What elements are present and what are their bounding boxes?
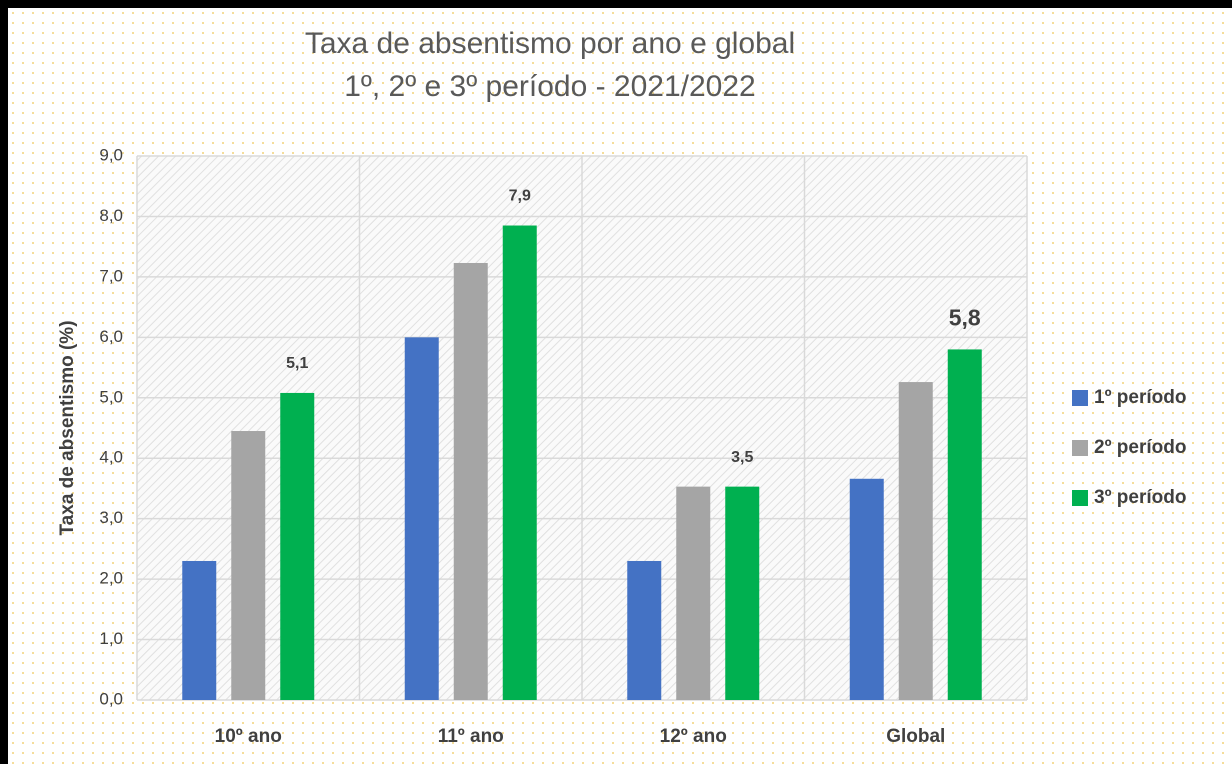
y-tick-label: 7,0 bbox=[99, 266, 123, 285]
bar bbox=[453, 262, 488, 700]
y-axis-label: Taxa de absentismo (%) bbox=[57, 320, 78, 535]
legend-label: 1º período bbox=[1094, 387, 1186, 408]
x-tick-label: 11º ano bbox=[438, 726, 504, 747]
bar bbox=[947, 349, 982, 700]
y-tick-label: 0,0 bbox=[99, 689, 123, 708]
y-tick-label: 4,0 bbox=[99, 448, 123, 467]
legend-swatch bbox=[1072, 440, 1088, 456]
y-tick-label: 2,0 bbox=[99, 569, 123, 588]
chart-title: Taxa de absentismo por ano e global bbox=[305, 27, 795, 60]
data-label: 3,5 bbox=[731, 449, 753, 466]
data-label: 5,8 bbox=[949, 305, 981, 331]
y-tick-label: 1,0 bbox=[99, 629, 123, 648]
legend-swatch bbox=[1072, 390, 1088, 406]
bar bbox=[280, 392, 315, 700]
bar bbox=[849, 478, 884, 700]
x-tick-label: Global bbox=[886, 726, 945, 747]
bar bbox=[404, 337, 439, 700]
bar bbox=[231, 431, 266, 700]
y-tick-label: 8,0 bbox=[99, 206, 123, 225]
y-tick-label: 3,0 bbox=[99, 508, 123, 527]
legend-label: 2º período bbox=[1094, 437, 1186, 458]
y-tick-label: 5,0 bbox=[99, 387, 123, 406]
bar bbox=[898, 382, 933, 700]
chart-subtitle: 1º, 2º e 3º período - 2021/2022 bbox=[344, 70, 756, 103]
bar bbox=[725, 486, 760, 700]
bar bbox=[182, 560, 217, 700]
legend-swatch bbox=[1072, 490, 1088, 506]
y-tick-label: 9,0 bbox=[99, 145, 123, 164]
bar bbox=[627, 560, 662, 700]
x-tick-label: 10º ano bbox=[215, 726, 282, 747]
y-tick-label: 6,0 bbox=[99, 327, 123, 346]
x-tick-label: 12º ano bbox=[660, 726, 727, 747]
legend-label: 3º período bbox=[1094, 487, 1186, 508]
data-label: 5,1 bbox=[286, 355, 308, 372]
data-label: 7,9 bbox=[509, 188, 531, 205]
bar bbox=[502, 225, 537, 700]
bar bbox=[676, 486, 711, 700]
